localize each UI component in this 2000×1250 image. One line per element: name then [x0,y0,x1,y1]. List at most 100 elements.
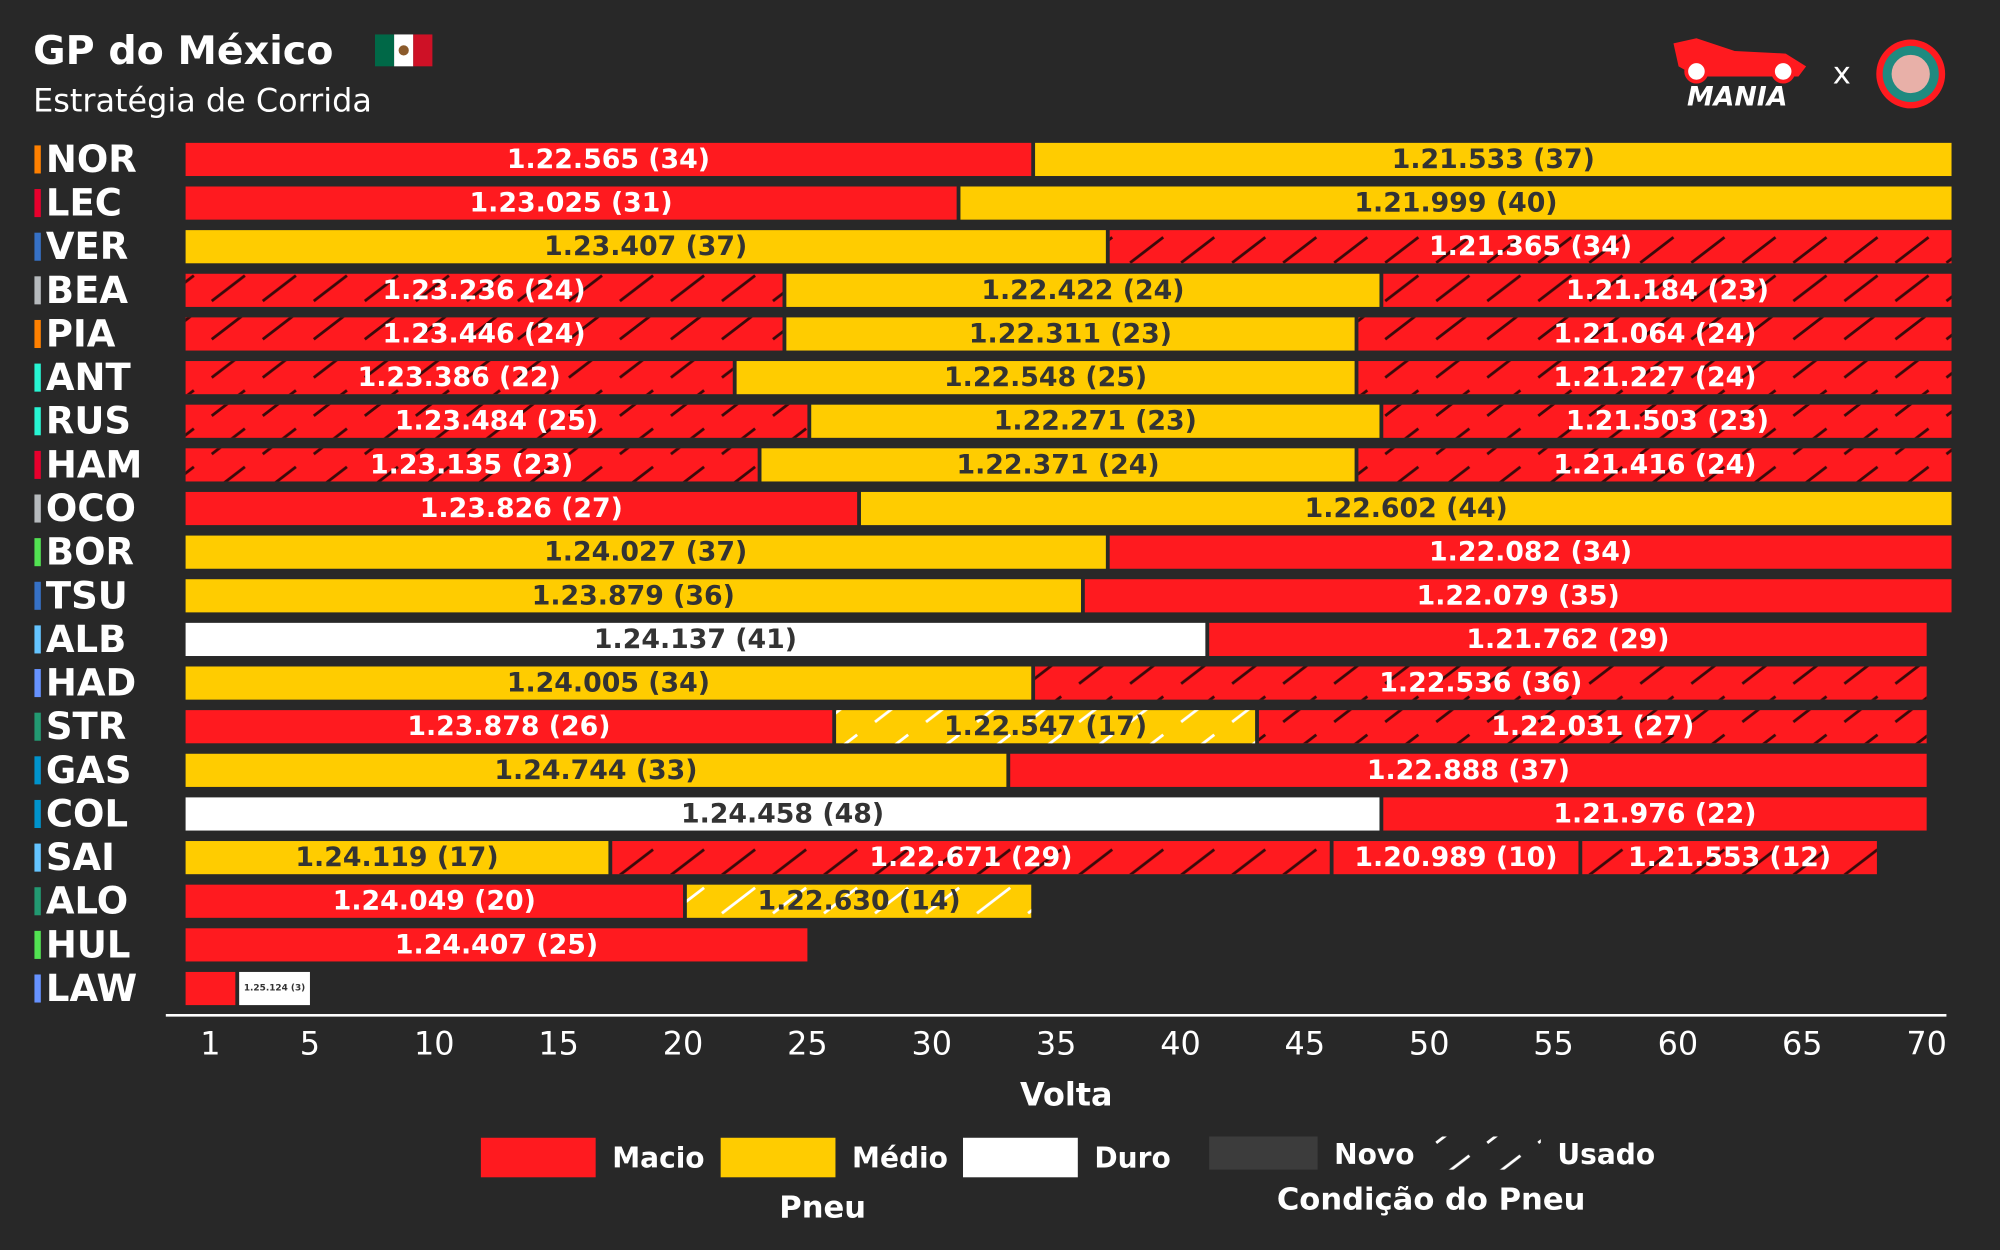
x-tick-label: 70 [1906,1024,1947,1062]
stint-label: 1.22.079 (35) [1417,580,1620,611]
stint-label: 1.22.630 (14) [758,886,961,917]
stint-label: 1.23.826 (27) [420,493,623,524]
stint-bar [185,186,957,220]
stint-label: 1.22.031 (27) [1491,711,1694,742]
stint-bar [786,317,1355,351]
stint-label: 1.21.064 (24) [1553,318,1756,349]
stint-bar [860,491,1952,526]
driver-name: SAI [46,836,115,879]
stint-bar [1209,622,1927,657]
stint-label: 1.24.005 (34) [507,668,710,699]
x-tick-label: 65 [1782,1024,1823,1062]
stint-bar [185,884,684,918]
used-hatch [1582,841,1877,875]
stint-bar [786,273,1380,307]
legend-label: Médio [852,1142,948,1175]
used-hatch [1035,666,1927,700]
stint-label: 1.23.407 (37) [544,231,747,262]
stint-label: 1.21.533 (37) [1392,144,1595,175]
stint-bar [1035,142,1952,177]
legend-label: Duro [1094,1142,1170,1175]
x-tick-label: 35 [1036,1024,1077,1062]
team-color [34,494,41,523]
driver-name: OCO [46,487,136,530]
used-hatch [1358,317,1952,351]
used-hatch [1383,404,1952,438]
stint-label: 1.21.416 (24) [1553,449,1756,480]
team-color [34,232,41,261]
x-axis-label: Volta [1020,1075,1113,1113]
team-color [34,319,41,349]
x-tick-label: 5 [300,1024,320,1062]
stint-label: 1.22.565 (34) [507,144,710,175]
stint-bar [1084,579,1952,613]
stint-label: 1.21.762 (29) [1466,624,1669,655]
stint-label: 1.24.137 (41) [594,624,797,655]
stint-label: 1.21.503 (23) [1566,406,1769,437]
driver-name: ANT [46,356,132,399]
stint-label: 1.21.976 (22) [1553,798,1756,829]
stint-label: 1.24.744 (33) [494,755,697,786]
stint-label: 1.24.119 (17) [295,842,498,873]
used-hatch [185,448,758,482]
legend-swatch [1209,1136,1318,1170]
x-tick-label: 15 [538,1024,579,1062]
stint-label: 1.22.547 (17) [944,711,1147,742]
used-hatch [1358,448,1952,482]
used-hatch [185,273,783,307]
x-tick-label: 60 [1658,1024,1699,1062]
stint-bar [185,535,1106,569]
team-color [34,145,41,174]
driver-name: VER [46,225,128,268]
stint-label: 1.23.879 (36) [532,580,735,611]
stint-bar [1333,841,1579,875]
legend-hatch [1432,1136,1541,1170]
stint-label: 1.22.082 (34) [1429,537,1632,568]
driver-name: COL [46,792,128,835]
driver-name: BEA [46,269,128,312]
stint-label: 1.21.227 (24) [1553,362,1756,393]
x-tick-label: 55 [1533,1024,1574,1062]
stint-label: 1.22.311 (23) [969,318,1172,349]
x-tick-label: 1 [200,1024,220,1062]
stint-bar [239,971,310,1006]
logo-separator: x [1833,56,1851,91]
stint-label: 1.21.184 (23) [1566,275,1769,306]
team-color [34,712,41,741]
x-tick-label: 10 [414,1024,455,1062]
team-color [34,407,41,436]
driver-name: ALO [46,880,128,923]
stint-label: 1.22.371 (24) [956,449,1159,480]
stint-bar [185,971,236,1006]
stint-label: 1.22.536 (36) [1379,668,1582,699]
stint-label: 1.20.989 (10) [1354,842,1557,873]
team-color [34,276,41,305]
driver-name: TSU [46,574,128,617]
stint-bar [185,230,1106,264]
driver-name: ALB [46,618,126,661]
x-tick-label: 40 [1160,1024,1201,1062]
stint-bar [185,622,1206,657]
stint-label: 1.22.602 (44) [1305,493,1508,524]
stint-bar [185,579,1081,613]
stint-bar [185,142,1032,177]
stint-bar [185,928,808,962]
x-tick-label: 50 [1409,1024,1450,1062]
team-color [34,843,41,872]
stint-bar [761,448,1355,482]
driver-name: LAW [46,967,137,1010]
team-color [34,756,41,785]
team-color [34,363,41,392]
team-color [34,189,41,218]
stint-label: 1.23.386 (22) [358,362,561,393]
used-hatch [612,841,1330,875]
legend-swatch [963,1137,1078,1178]
team-color [34,581,41,610]
stint-label: 1.22.671 (29) [869,842,1072,873]
stint-label: 1.23.135 (23) [370,449,573,480]
used-hatch [185,317,783,351]
team-color [34,625,41,654]
title: GP do México [33,28,333,74]
stint-label: 1.21.999 (40) [1354,188,1557,219]
